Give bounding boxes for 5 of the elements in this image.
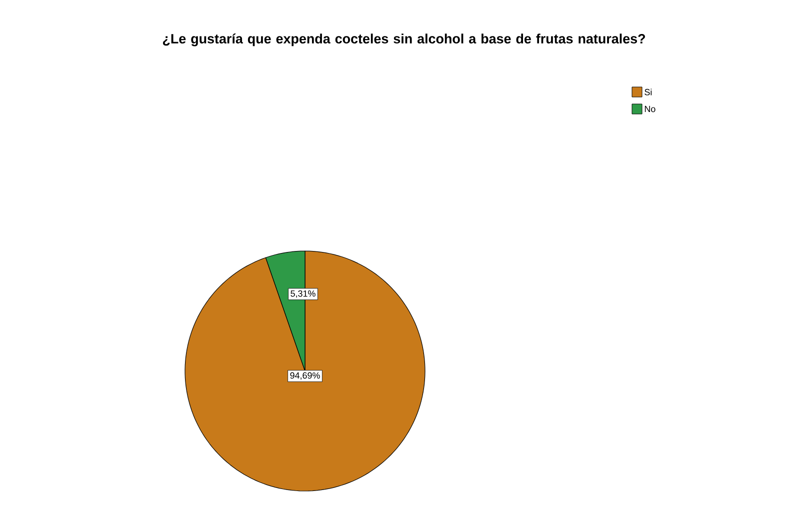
data-label: 94,69% — [290, 372, 320, 380]
chart-title: ¿Le gustaría que expenda cocteles sin alcohol a base de frutas naturales? — [162, 34, 645, 46]
data-label: 5,31% — [290, 290, 316, 298]
legend-label: No — [644, 106, 656, 112]
legend-label: Si — [644, 88, 652, 96]
